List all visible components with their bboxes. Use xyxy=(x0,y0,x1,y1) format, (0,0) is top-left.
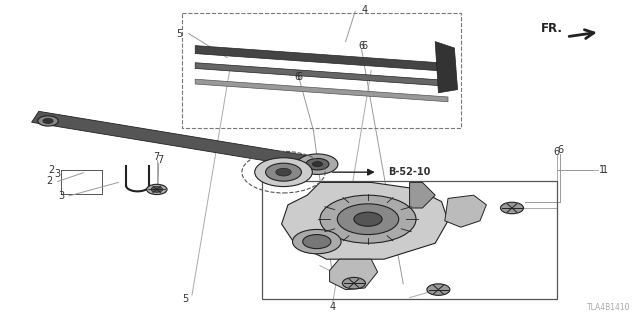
Text: 6: 6 xyxy=(294,72,301,82)
Text: 1: 1 xyxy=(602,164,608,175)
Circle shape xyxy=(337,204,399,235)
Circle shape xyxy=(43,118,53,124)
Text: 2: 2 xyxy=(46,176,52,187)
Text: B-52-10: B-52-10 xyxy=(388,167,431,177)
Text: 1: 1 xyxy=(598,164,605,175)
Polygon shape xyxy=(282,182,448,259)
Polygon shape xyxy=(195,63,448,86)
Text: TLA4B1410: TLA4B1410 xyxy=(587,303,630,312)
Text: 5: 5 xyxy=(182,294,189,304)
Circle shape xyxy=(320,195,416,243)
Text: 6: 6 xyxy=(362,41,368,52)
Polygon shape xyxy=(445,195,486,227)
Circle shape xyxy=(292,229,341,254)
Circle shape xyxy=(427,284,450,295)
Text: 4: 4 xyxy=(330,301,336,312)
Circle shape xyxy=(38,116,58,126)
Circle shape xyxy=(312,162,323,167)
Circle shape xyxy=(354,212,382,226)
Text: FR.: FR. xyxy=(541,22,563,35)
Circle shape xyxy=(342,277,365,289)
Polygon shape xyxy=(31,111,321,169)
Bar xyxy=(262,181,557,299)
Circle shape xyxy=(303,235,331,249)
Circle shape xyxy=(297,154,338,174)
Polygon shape xyxy=(195,79,448,102)
Polygon shape xyxy=(410,182,435,208)
Circle shape xyxy=(147,184,167,195)
Text: 6: 6 xyxy=(296,72,303,82)
Circle shape xyxy=(500,202,524,214)
Text: 3: 3 xyxy=(54,169,61,180)
Circle shape xyxy=(306,158,329,170)
Polygon shape xyxy=(195,46,448,71)
Circle shape xyxy=(255,158,312,187)
Text: 3: 3 xyxy=(58,191,64,201)
Text: 5: 5 xyxy=(176,28,182,39)
Circle shape xyxy=(151,187,163,192)
Text: 2: 2 xyxy=(48,164,54,175)
Text: 6: 6 xyxy=(554,147,560,157)
Circle shape xyxy=(266,163,301,181)
Polygon shape xyxy=(435,42,458,93)
Text: 6: 6 xyxy=(358,41,365,52)
Polygon shape xyxy=(330,259,378,290)
Text: 7: 7 xyxy=(154,152,160,162)
Text: 6: 6 xyxy=(557,145,563,156)
Text: 7: 7 xyxy=(157,155,163,165)
Circle shape xyxy=(276,168,291,176)
Text: 4: 4 xyxy=(362,4,368,15)
